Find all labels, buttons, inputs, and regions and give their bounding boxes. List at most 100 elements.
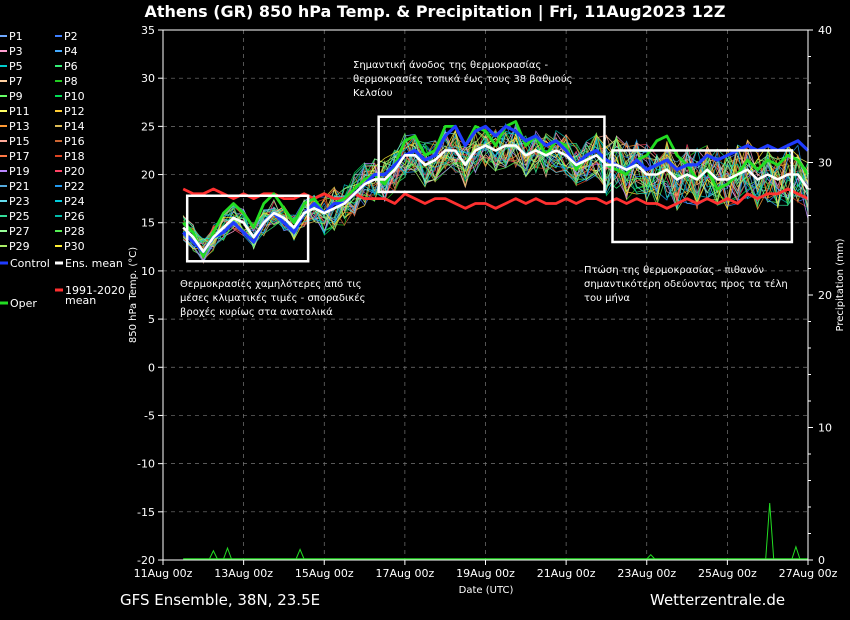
legend-label-p28: P28 [64,225,85,238]
y-tick-label: 30 [141,72,155,85]
legend-label-p17: P17 [9,150,30,163]
y-tick-label: 20 [141,169,155,182]
legend-label-p13: P13 [9,120,30,133]
y-tick-label: 10 [141,265,155,278]
legend-label-p27: P27 [9,225,30,238]
legend-label-p16: P16 [64,135,85,148]
ann-late-box [611,149,794,244]
y-tick-label: -10 [137,458,155,471]
footer-source: GFS Ensemble, 38N, 23.5E [120,591,320,609]
y-right-tick-label: 20 [818,289,832,302]
annotation-boxes [185,115,794,263]
ann-mid-text-line: Σημαντική άνοδος της θερμοκρασίας - [353,59,549,71]
x-tick-label: 27Aug 00z [779,567,838,580]
y-axis-right: 40 30 20 10 0 [808,24,832,567]
x-tick-label: 13Aug 00z [214,567,273,580]
ann-early-box [185,194,310,263]
legend-label-p15: P15 [9,135,30,148]
legend-label-1991-2020-mean-part: mean [65,294,96,307]
y-tick-label: 0 [148,361,155,374]
ann-early-text-line: βροχές κυρίως στα ανατολικά [180,306,333,318]
chart-title: Athens (GR) 850 hPa Temp. & Precipitatio… [144,2,725,22]
member-line-p19 [182,130,809,261]
annotations: Θερμοκρασίες χαμηλότερες από τις μέσες κλ… [180,59,788,318]
legend-label-p29: P29 [9,240,30,253]
legend-label-p4: P4 [64,45,78,58]
y-tick-label: 5 [148,313,155,326]
precip-spike [295,548,305,560]
ann-late-text-line: σημαντικότερη οδεύοντας προς τα τέλη [584,278,788,290]
precip-spike [765,502,775,560]
legend-label-p12: P12 [64,105,85,118]
legend-label-p24: P24 [64,195,85,208]
ann-mid-box [377,115,606,194]
legend-label-p11: P11 [9,105,30,118]
x-axis-label: Date (UTC) [459,585,514,596]
legend-label-p5: P5 [9,60,23,73]
special-series [182,120,810,258]
legend-label-p8: P8 [64,75,78,88]
y-axis-right-label: Precipitation (mm) [835,238,846,331]
legend-label-p18: P18 [64,150,85,163]
y-right-tick-label: 40 [818,24,832,37]
y-tick-label: -20 [137,554,155,567]
y-tick-label: 35 [141,24,155,37]
legend: P1 P2 P3 P4 P5 P6 P7 P8 P9 P10 P11 P12 P13 P14 P15 P16 P… [0,30,125,310]
y-tick-label: -15 [137,506,155,519]
legend-label-p14: P14 [64,120,85,133]
legend-label-p22: P22 [64,180,85,193]
ann-early-text-line: μέσες κλιματικές τιμές - σποραδικές [180,292,366,304]
legend-label-ens-mean: Ens. mean [65,257,123,270]
legend-label-p2: P2 [64,30,78,43]
precip-spike [208,549,218,560]
legend-label-oper: Oper [10,297,37,310]
y-right-tick-label: 0 [818,554,825,567]
legend-label-p21: P21 [9,180,30,193]
footer-brand: Wetterzentrale.de [650,591,785,609]
x-tick-label: 19Aug 00z [456,567,515,580]
legend-label-p30: P30 [64,240,85,253]
legend-label-p7: P7 [9,75,23,88]
x-tick-label: 15Aug 00z [295,567,354,580]
ann-mid-text-line: θερμοκρασίες τοπικά έως τους 38 βαθμούς [353,73,573,85]
legend-label-p3: P3 [9,45,23,58]
legend-label-p20: P20 [64,165,85,178]
legend-label-p1: P1 [9,30,23,43]
series-line-1991-2020-mean [182,187,809,210]
legend-label-p19: P19 [9,165,30,178]
x-tick-label: 11Aug 00z [134,567,193,580]
precipitation-lines [183,502,808,560]
x-tick-label: 17Aug 00z [376,567,435,580]
series-line-ens-mean [182,144,810,253]
ann-early-text-line: Θερμοκρασίες χαμηλότερες από τις [180,278,362,290]
y-axis-left: 35 30 25 20 15 10 5 0 -5 -10 -15 -20 [137,24,163,567]
x-axis: 11Aug 00z 13Aug 00z 15Aug 00z 17Aug 00z 19Au… [134,560,838,580]
legend-label-p10: P10 [64,90,85,103]
legend-label-p25: P25 [9,210,30,223]
series-line-control [182,124,810,254]
y-tick-label: 15 [141,217,155,230]
legend-label-p6: P6 [64,60,78,73]
y-axis-label: 850 hPa Temp. (°C) [128,247,139,343]
x-tick-label: 21Aug 00z [537,567,596,580]
ann-late-text-line: Πτώση της θερμοκρασίας - πιθανόν [584,264,764,276]
precip-spike [223,546,232,560]
precip-spike [646,553,656,560]
grid [162,29,809,561]
y-tick-label: -5 [144,409,155,422]
y-right-tick-label: 10 [818,422,832,435]
ann-mid-text-line: Κελσίου [353,87,393,99]
x-tick-label: 23Aug 00z [617,567,676,580]
ann-late-text-line: του μήνα [584,292,630,304]
precip-spike [791,545,801,560]
legend-label-1991-2020-mean-part: 1991-2020 [65,284,125,297]
y-right-tick-label: 30 [818,157,832,170]
x-tick-label: 25Aug 00z [698,567,757,580]
legend-label-p9: P9 [9,90,23,103]
legend-label-control: Control [10,257,50,270]
y-tick-label: 25 [141,120,155,133]
legend-label-p26: P26 [64,210,85,223]
legend-label-p23: P23 [9,195,30,208]
